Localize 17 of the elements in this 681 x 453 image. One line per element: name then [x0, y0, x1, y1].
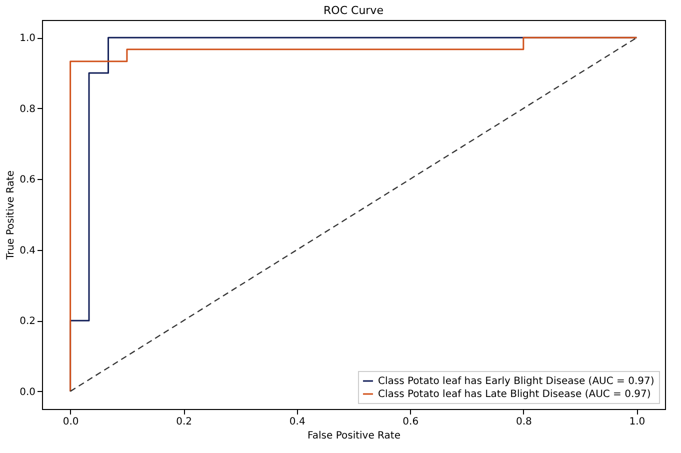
y-tick-label: 0.8	[20, 104, 36, 115]
x-tick-label: 0.8	[516, 416, 532, 428]
x-tick-label: 0.6	[402, 416, 419, 428]
y-tick-label: 1.0	[20, 33, 36, 44]
legend-label: Class Potato leaf has Late Blight Disease (AUC = 0.97)	[378, 389, 651, 400]
x-tick-label: 0.4	[289, 416, 306, 428]
x-tick-label: 0.0	[62, 416, 79, 428]
y-tick-label: 0.4	[20, 245, 36, 256]
y-tick-label: 0.2	[20, 316, 36, 328]
x-tick-label: 0.2	[176, 416, 192, 428]
y-tick-label: 0.6	[20, 174, 36, 186]
chart-title: ROC Curve	[324, 4, 384, 17]
legend-label: Class Potato leaf has Early Blight Disease (AUC = 0.97)	[378, 376, 654, 387]
x-axis-title: False Positive Rate	[308, 430, 400, 442]
x-tick-label: 1.0	[629, 416, 646, 428]
y-axis-title: True Positive Rate	[6, 170, 17, 261]
y-tick-label: 0.0	[20, 386, 36, 398]
